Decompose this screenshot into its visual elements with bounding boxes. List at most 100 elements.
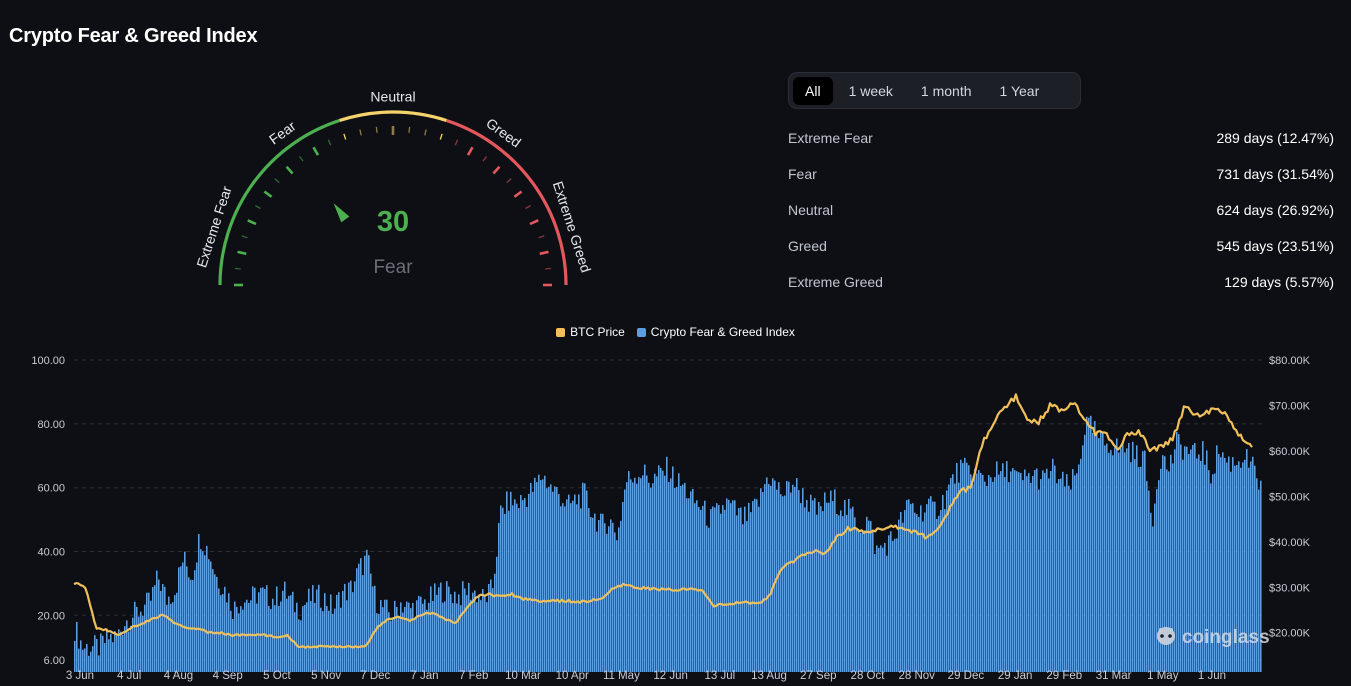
- index-bar: [958, 482, 960, 672]
- index-bar: [478, 594, 480, 672]
- index-bar: [284, 581, 286, 672]
- index-bar: [922, 521, 924, 672]
- index-bar: [854, 517, 856, 672]
- x-tick-label: 4 Aug: [164, 670, 193, 682]
- x-tick-label: 13 Aug: [751, 670, 787, 682]
- x-tick-label: 28 Oct: [851, 670, 886, 682]
- index-bar: [1112, 455, 1114, 672]
- gauge-tick: [408, 126, 411, 133]
- index-bar: [990, 477, 992, 672]
- index-bar: [330, 594, 332, 672]
- index-bar: [1046, 468, 1048, 672]
- tab-1-week[interactable]: 1 week: [848, 82, 893, 99]
- tab-1-year[interactable]: 1 Year: [999, 82, 1040, 99]
- index-bar: [638, 477, 640, 672]
- index-bar: [396, 607, 398, 672]
- right-tick-label: $20.00K: [1269, 628, 1311, 640]
- index-bar: [690, 491, 692, 672]
- index-bar: [1124, 452, 1126, 672]
- index-bar: [496, 556, 498, 672]
- tab-all[interactable]: All: [793, 76, 833, 105]
- index-bar: [258, 592, 260, 672]
- index-bar: [1042, 470, 1044, 672]
- gauge-tick: [241, 235, 248, 239]
- index-bar: [674, 488, 676, 672]
- gauge-pointer-icon: [333, 203, 350, 223]
- gauge-tick: [274, 178, 280, 184]
- index-bar: [216, 576, 218, 672]
- index-bar: [524, 498, 526, 672]
- index-bar: [138, 616, 140, 672]
- index-bar: [704, 500, 706, 672]
- index-bar: [848, 498, 850, 672]
- stat-value: 624 days (26.92%): [1216, 202, 1334, 218]
- tab-1-month[interactable]: 1 month: [920, 82, 972, 99]
- index-bar: [1092, 432, 1094, 672]
- index-bar: [1040, 479, 1042, 672]
- index-bar: [394, 600, 396, 672]
- index-bar: [178, 567, 180, 672]
- index-bar: [522, 500, 524, 672]
- index-bar: [1054, 465, 1056, 672]
- index-bar: [1034, 470, 1036, 672]
- index-bar: [260, 587, 262, 672]
- index-bars: [74, 415, 1262, 672]
- index-bar: [552, 491, 554, 672]
- index-bar: [916, 514, 918, 672]
- legend-label: Crypto Fear & Greed Index: [650, 325, 795, 339]
- index-bar: [736, 515, 738, 672]
- index-bar: [576, 504, 578, 672]
- gauge-tick: [424, 129, 427, 136]
- index-bar: [304, 604, 306, 672]
- index-bar: [1236, 465, 1238, 672]
- index-bar: [360, 558, 362, 672]
- index-bar: [938, 515, 940, 672]
- index-bar: [490, 579, 492, 672]
- index-bar: [1004, 477, 1006, 672]
- index-bar: [820, 506, 822, 672]
- index-bar: [558, 493, 560, 672]
- gauge-tick: [237, 250, 247, 256]
- index-bar: [710, 509, 712, 672]
- stat-row-greed: Greed 545 days (23.51%): [788, 228, 1334, 264]
- x-tick-label: 12 Jun: [653, 670, 688, 682]
- index-bar: [194, 570, 196, 672]
- index-bar: [960, 459, 962, 672]
- legend-item-btc-price[interactable]: BTC Price: [556, 325, 625, 339]
- stat-label: Fear: [788, 166, 817, 182]
- stat-row-neutral: Neutral 624 days (26.92%): [788, 192, 1334, 228]
- x-tick-label: 3 Jun: [66, 670, 94, 682]
- index-bar: [174, 595, 176, 672]
- index-bar: [406, 601, 408, 672]
- index-bar: [716, 503, 718, 672]
- index-bar: [964, 457, 966, 672]
- watermark: coinglass: [1157, 627, 1270, 648]
- index-bar: [240, 606, 242, 672]
- gauge-arc: [218, 110, 568, 286]
- index-bar: [1128, 443, 1130, 672]
- index-bar: [1012, 468, 1014, 672]
- index-bar: [792, 484, 794, 672]
- index-bar: [440, 582, 442, 672]
- index-bar: [1044, 472, 1046, 672]
- index-bar: [412, 603, 414, 672]
- index-bar: [1100, 430, 1102, 672]
- index-bar: [720, 513, 722, 672]
- index-bar: [100, 633, 102, 672]
- legend-item-fear-greed-index[interactable]: Crypto Fear & Greed Index: [636, 325, 795, 339]
- index-bar: [860, 532, 862, 672]
- index-bar: [782, 496, 784, 672]
- index-bar: [874, 554, 876, 672]
- index-bar: [1146, 481, 1148, 672]
- index-bar: [238, 613, 240, 672]
- index-bar: [1074, 475, 1076, 672]
- index-bar: [232, 619, 234, 672]
- index-bar: [1062, 471, 1064, 672]
- index-bar: [404, 607, 406, 672]
- index-bar: [208, 559, 210, 672]
- index-bar: [166, 604, 168, 672]
- index-bar: [454, 591, 456, 672]
- index-bar: [1000, 471, 1002, 672]
- index-bar: [124, 626, 126, 672]
- index-bar: [228, 593, 230, 672]
